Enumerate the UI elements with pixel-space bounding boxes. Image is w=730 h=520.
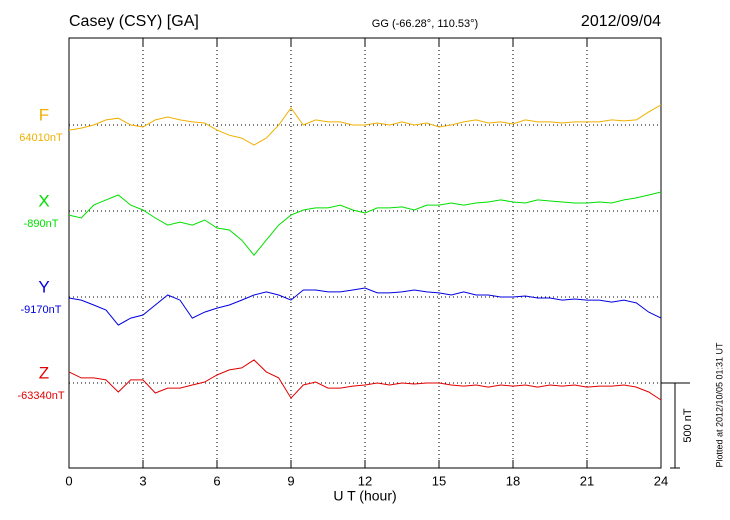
x-tick-label: 18 (506, 473, 520, 488)
x-axis-label: U T (hour) (333, 488, 396, 504)
baseline-label: -890nT (24, 218, 59, 230)
x-tick-label: 15 (432, 473, 446, 488)
chart-subtitle: GG (-66.28°, 110.53°) (372, 18, 478, 30)
x-tick-label: 3 (139, 473, 146, 488)
baseline-label: 64010nT (19, 132, 63, 144)
legend-label: Z (39, 363, 49, 382)
series-line (68, 287, 662, 326)
baseline-label: -63340nT (17, 390, 64, 402)
x-tick-label: 24 (654, 473, 668, 488)
chart-title: Casey (CSY) [GA] (69, 13, 199, 30)
x-tick-label: 0 (65, 473, 72, 488)
scale-bar-label: 500 nT (682, 408, 694, 443)
legend-label: F (39, 105, 49, 124)
legend-label: Y (38, 277, 49, 296)
x-tick-label: 6 (213, 473, 220, 488)
plot-note: Plotted at 2012/10/05 01:31 UT (714, 342, 724, 468)
legend-label: X (38, 191, 49, 210)
x-tick-label: 9 (287, 473, 294, 488)
series-line (68, 104, 662, 146)
series-line (68, 191, 662, 256)
baseline-label: -9170nT (21, 304, 62, 316)
x-tick-label: 21 (580, 473, 594, 488)
x-tick-label: 12 (358, 473, 372, 488)
chart-date: 2012/09/04 (581, 13, 661, 30)
series-line (68, 359, 662, 401)
